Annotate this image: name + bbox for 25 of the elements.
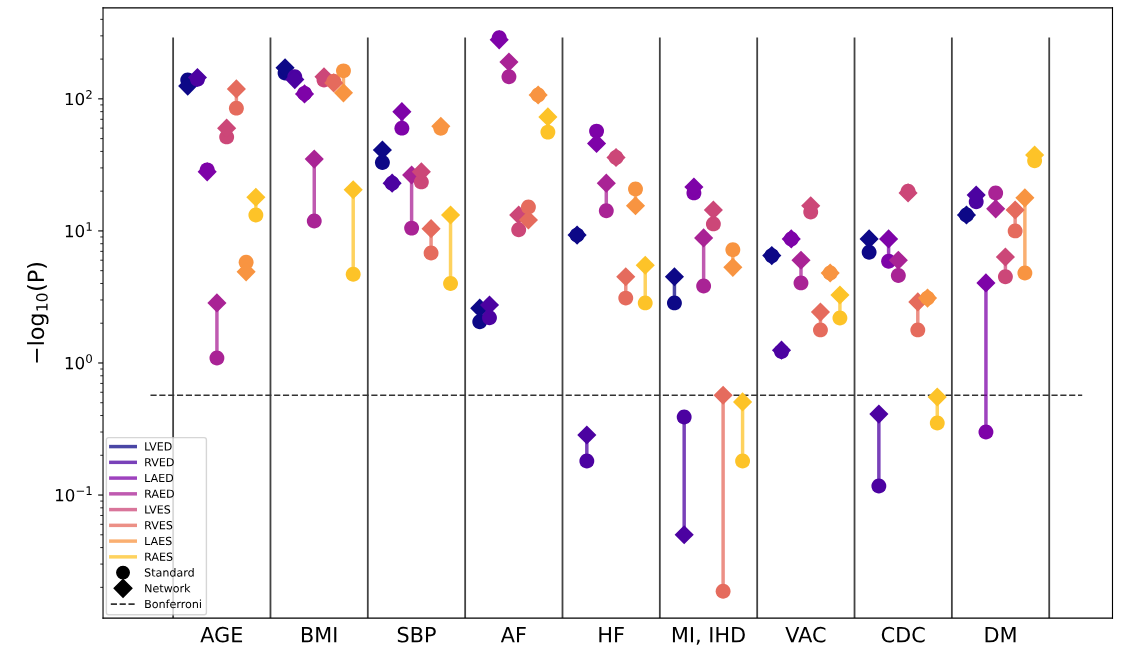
y-tick-label: 10$^{0}$ — [65, 354, 92, 370]
legend-label: Network — [145, 583, 191, 593]
y-axis-title: −log$_{10}$(P) — [27, 263, 49, 363]
x-tick-label: SBP — [397, 626, 436, 643]
x-tick-label: BMI — [301, 627, 337, 643]
legend-label: RVED — [145, 458, 174, 467]
legend-label: Bonferroni — [145, 599, 201, 609]
legend-label: RAES — [145, 552, 173, 561]
legend-label: LAED — [145, 473, 174, 482]
x-tick-label: VAC — [785, 626, 826, 643]
x-tick-label: DM — [985, 627, 1016, 643]
y-tick-label: 10$^{−1}$ — [55, 486, 92, 502]
legend-label: LVES — [145, 505, 171, 514]
x-tick-label: AGE — [200, 626, 243, 643]
y-tick-label: 10$^{2}$ — [65, 90, 92, 106]
x-tick-label: AF — [500, 627, 526, 643]
legend-label: RVES — [145, 520, 173, 530]
legend-label: RAED — [145, 489, 174, 498]
x-tick-label: MI, IHD — [672, 627, 745, 645]
x-tick-label: HF — [599, 627, 624, 643]
y-tick-label: 10$^{1}$ — [65, 222, 92, 238]
legend-label: Standard — [144, 568, 194, 577]
x-tick-label: CDC — [881, 626, 925, 643]
legend-label: LVED — [145, 442, 172, 451]
legend-label: LAES — [145, 536, 172, 546]
